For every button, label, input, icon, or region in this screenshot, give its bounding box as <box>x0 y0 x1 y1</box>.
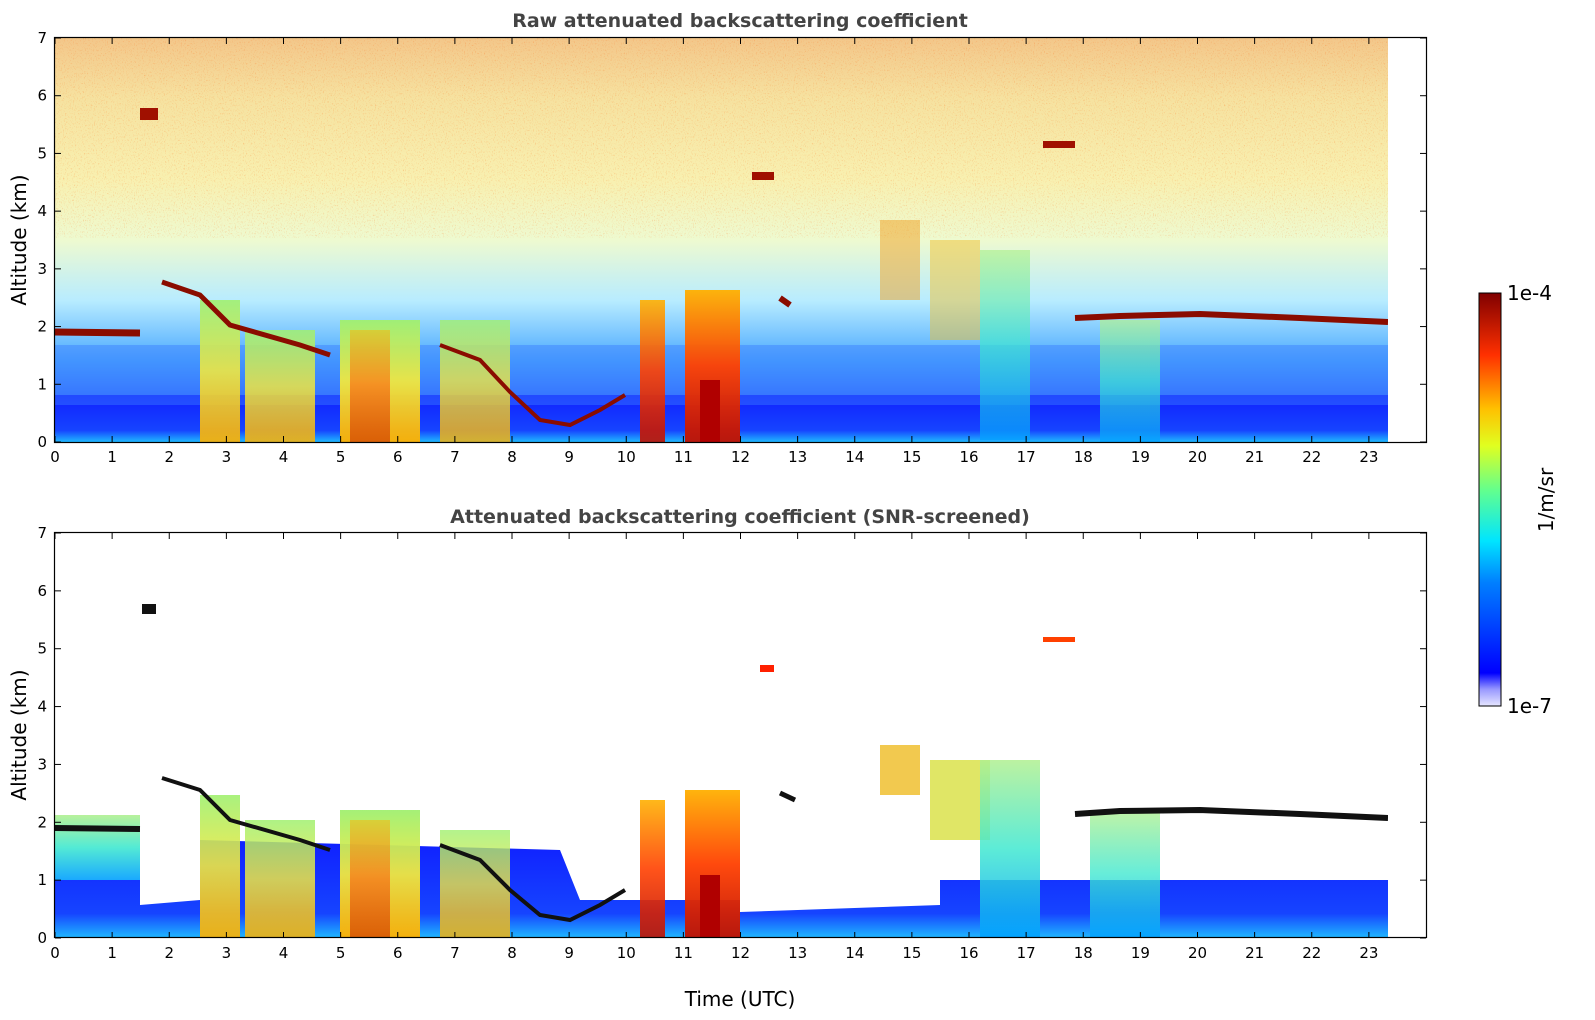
x-tick-label: 3 <box>222 448 232 466</box>
x-tick-label: 0 <box>50 944 60 962</box>
x-tick-label: 15 <box>902 944 921 962</box>
x-tick-label: 10 <box>617 448 636 466</box>
x-tick-label: 1 <box>107 448 117 466</box>
x-tick-label: 23 <box>1359 944 1378 962</box>
x-tick-label: 4 <box>279 448 289 466</box>
x-tick-label: 0 <box>50 448 60 466</box>
x-tick-label: 23 <box>1359 448 1378 466</box>
x-tick-label: 20 <box>1188 448 1207 466</box>
colorbar: 1e-4 1e-7 1/m/sr <box>1478 281 1558 718</box>
y-tick-label: 4 <box>37 202 47 220</box>
panel-raw: Raw attenuated backscattering coefficien… <box>7 10 1428 466</box>
x-tick-label: 17 <box>1017 448 1036 466</box>
y-tick-label: 1 <box>37 871 47 889</box>
y-tick-label: 7 <box>37 524 47 542</box>
x-tick-label: 18 <box>1074 448 1093 466</box>
panel-screened: Attenuated backscattering coefficient (S… <box>7 506 1428 1011</box>
x-tick-label: 4 <box>279 944 289 962</box>
panel2-ylabel: Altitude (km) <box>7 669 31 800</box>
y-tick-label: 4 <box>37 698 47 716</box>
y-tick-label: 7 <box>37 29 47 47</box>
x-tick-label: 2 <box>164 944 174 962</box>
y-tick-label: 1 <box>37 375 47 393</box>
x-tick-label: 12 <box>731 944 750 962</box>
x-tick-label: 2 <box>164 448 174 466</box>
y-tick-label: 0 <box>37 433 47 451</box>
panel1-ylabel: Altitude (km) <box>7 174 31 305</box>
y-tick-label: 3 <box>37 755 47 773</box>
x-tick-label: 15 <box>902 448 921 466</box>
y-tick-label: 0 <box>37 929 47 947</box>
y-tick-label: 6 <box>37 582 47 600</box>
y-tick-label: 2 <box>37 318 47 336</box>
x-tick-label: 8 <box>507 448 517 466</box>
y-tick-label: 6 <box>37 87 47 105</box>
x-tick-label: 14 <box>845 448 864 466</box>
x-tick-label: 13 <box>788 448 807 466</box>
x-tick-label: 8 <box>507 944 517 962</box>
x-tick-label: 11 <box>674 448 693 466</box>
panel1-y-axis: 0 1 2 3 4 5 6 7 <box>37 29 1426 451</box>
x-tick-label: 3 <box>222 944 232 962</box>
x-tick-label: 17 <box>1017 944 1036 962</box>
panel2-heatmap <box>55 533 1388 938</box>
x-tick-label: 21 <box>1245 944 1264 962</box>
y-tick-label: 5 <box>37 640 47 658</box>
panel2-xlabel: Time (UTC) <box>684 987 796 1011</box>
y-tick-label: 5 <box>37 144 47 162</box>
panel2-y-axis: 0 1 2 3 4 5 6 7 <box>37 524 1426 947</box>
x-tick-label: 19 <box>1131 944 1150 962</box>
colorbar-scale <box>1478 292 1502 707</box>
x-tick-label: 16 <box>959 944 978 962</box>
colorbar-min-label: 1e-7 <box>1507 694 1552 718</box>
x-tick-label: 10 <box>617 944 636 962</box>
panel1-heatmap <box>55 38 1388 442</box>
x-tick-label: 18 <box>1074 944 1093 962</box>
panel1-frame <box>53 36 1428 444</box>
x-tick-label: 22 <box>1302 448 1321 466</box>
x-tick-label: 13 <box>788 944 807 962</box>
x-tick-label: 6 <box>393 448 403 466</box>
panel1-x-axis: 0 1 2 3 4 5 6 7 8 9 10 11 12 13 14 15 16 17 18 19 20 21 22 23 <box>50 38 1378 466</box>
x-tick-label: 20 <box>1188 944 1207 962</box>
panel2-x-axis: 0 1 2 3 4 5 6 7 8 9 10 11 12 13 14 15 16 17 18 19 20 21 22 23 <box>50 533 1378 962</box>
panel1-title: Raw attenuated backscattering coefficien… <box>512 10 968 32</box>
x-tick-label: 16 <box>959 448 978 466</box>
x-tick-label: 14 <box>845 944 864 962</box>
x-tick-label: 22 <box>1302 944 1321 962</box>
x-tick-label: 19 <box>1131 448 1150 466</box>
colorbar-unit-label: 1/m/sr <box>1534 467 1558 532</box>
y-tick-label: 3 <box>37 260 47 278</box>
panel2-title: Attenuated backscattering coefficient (S… <box>450 506 1030 528</box>
x-tick-label: 7 <box>450 944 460 962</box>
x-tick-label: 5 <box>336 448 346 466</box>
x-tick-label: 6 <box>393 944 403 962</box>
x-tick-label: 7 <box>450 448 460 466</box>
x-tick-label: 9 <box>564 944 574 962</box>
x-tick-label: 5 <box>336 944 346 962</box>
x-tick-label: 12 <box>731 448 750 466</box>
x-tick-label: 9 <box>564 448 574 466</box>
y-tick-label: 2 <box>37 813 47 831</box>
x-tick-label: 21 <box>1245 448 1264 466</box>
colorbar-max-label: 1e-4 <box>1507 281 1552 305</box>
x-tick-label: 1 <box>107 944 117 962</box>
x-tick-label: 11 <box>674 944 693 962</box>
